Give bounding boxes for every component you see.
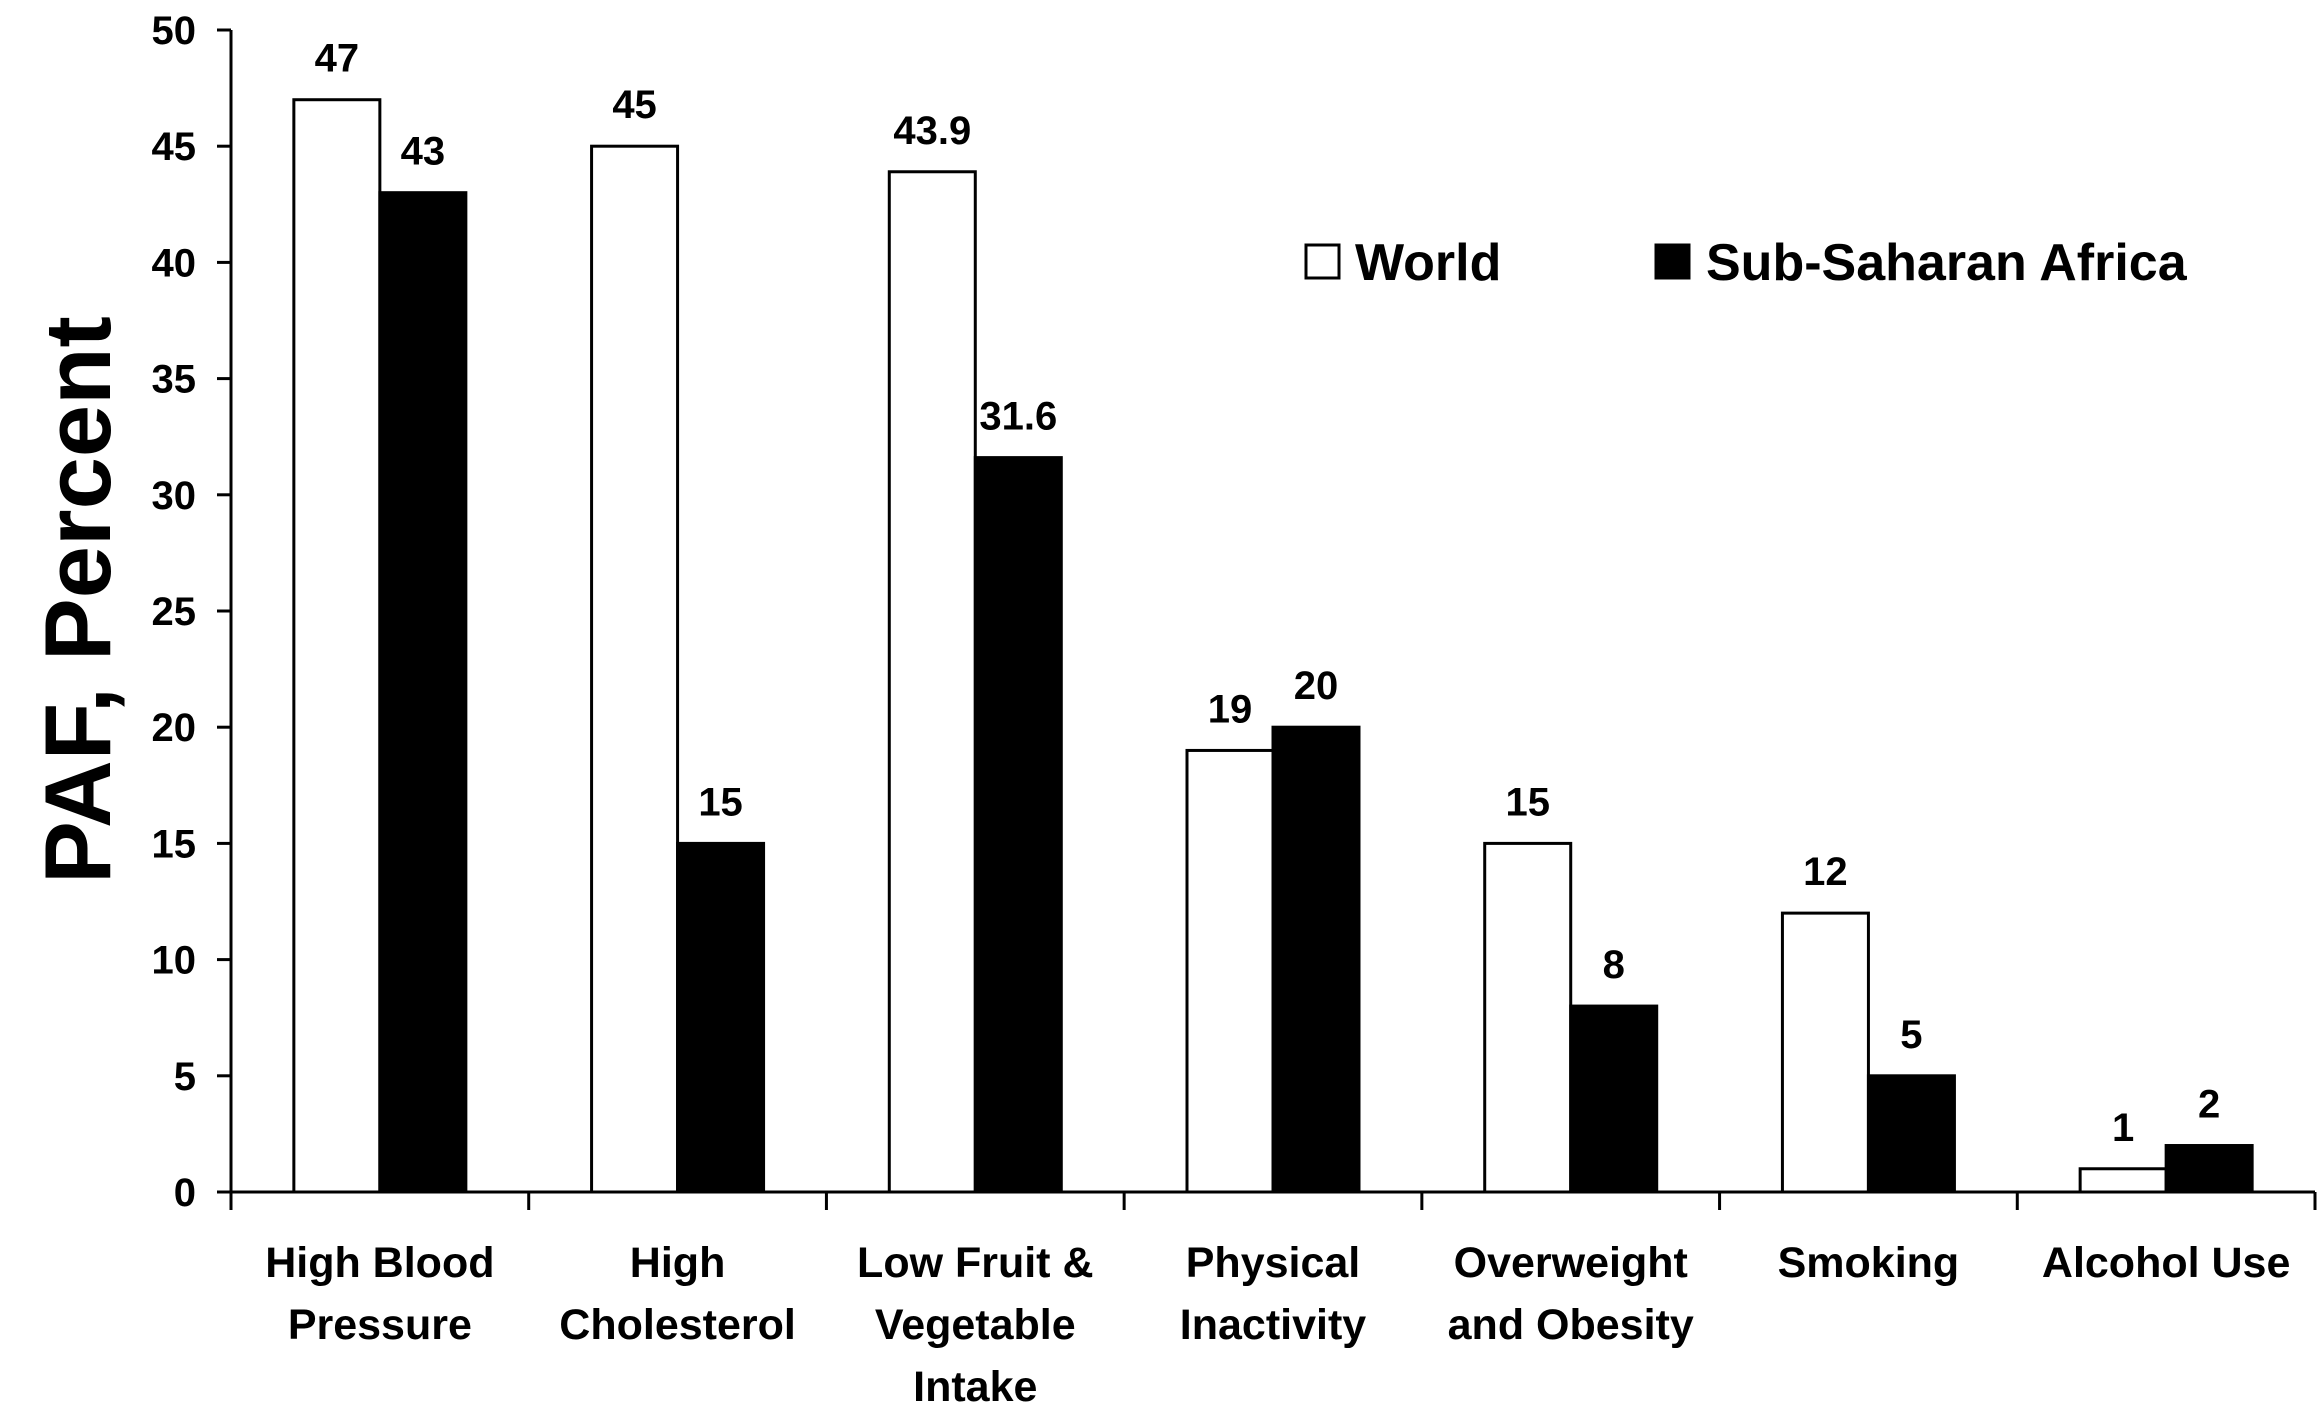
bar-world [1483,841,1573,1194]
data-label: 5 [1900,1013,1922,1057]
category-label: Overweight [1454,1239,1688,1287]
data-label: 47 [315,37,360,81]
bar-sub-saharan-africa [2164,1144,2254,1194]
bar-world [292,98,382,1194]
bar-world [1780,911,1870,1194]
legend-label: Sub-Saharan Africa [1706,234,2188,292]
category-label: and Obesity [1448,1301,1694,1349]
bar-world [887,170,977,1194]
x-axis [229,1190,2317,1210]
data-label: 43.9 [893,109,971,153]
category-label: Vegetable [875,1301,1076,1349]
data-label: 8 [1603,943,1625,987]
data-label: 31.6 [979,395,1057,439]
bar-sub-saharan-africa [378,191,468,1194]
data-label: 43 [401,130,446,174]
bars [292,98,2254,1194]
data-label: 15 [1505,780,1550,824]
category-label: Alcohol Use [2042,1239,2291,1287]
data-label: 45 [612,83,657,127]
y-tick-label: 10 [152,939,197,983]
data-label: 20 [1294,664,1339,708]
data-label: 19 [1208,687,1253,731]
y-tick-label: 35 [152,358,197,402]
category-label: Physical [1186,1239,1361,1287]
bar-world [1185,748,1275,1194]
category-label: High [630,1239,726,1287]
bar-sub-saharan-africa [973,456,1063,1194]
category-label: High Blood [265,1239,494,1287]
data-label: 12 [1803,850,1848,894]
y-axis: 0 5 10 15 20 25 30 35 40 45 50 [152,9,233,1215]
category-label: Low Fruit & [857,1239,1093,1287]
y-tick-label: 45 [152,125,197,169]
category-label: Cholesterol [559,1301,796,1349]
bar-sub-saharan-africa [676,841,766,1194]
data-label: 2 [2198,1083,2220,1127]
y-tick-label: 20 [152,706,197,750]
data-label: 1 [2112,1106,2134,1150]
bar-world [590,144,680,1194]
category-label: Intake [913,1363,1037,1411]
y-tick-label: 15 [152,822,197,866]
bar-world [2078,1167,2168,1194]
y-tick-label: 25 [152,590,197,634]
y-tick-label: 40 [152,241,197,285]
y-tick-label: 0 [174,1171,196,1215]
bar-sub-saharan-africa [1569,1004,1659,1194]
category-label: Smoking [1778,1239,1960,1287]
legend-swatch-sub-saharan-africa [1654,243,1691,280]
category-label: Pressure [288,1301,472,1349]
legend-swatch-world [1304,243,1341,280]
y-tick-label: 30 [152,474,197,518]
category-label: Inactivity [1180,1301,1366,1349]
y-tick-label: 50 [152,9,197,53]
y-axis-title: PAF, Percent [25,316,130,884]
legend-label: World [1355,234,1501,292]
data-label: 15 [698,780,743,824]
category-labels: High Blood Pressure High Cholesterol Low Fru… [265,1239,2290,1411]
bar-sub-saharan-africa [1271,725,1361,1194]
bar-sub-saharan-africa [1866,1074,1956,1194]
y-tick-label: 5 [174,1055,196,1099]
legend: World Sub-Saharan Africa [1304,234,2188,292]
